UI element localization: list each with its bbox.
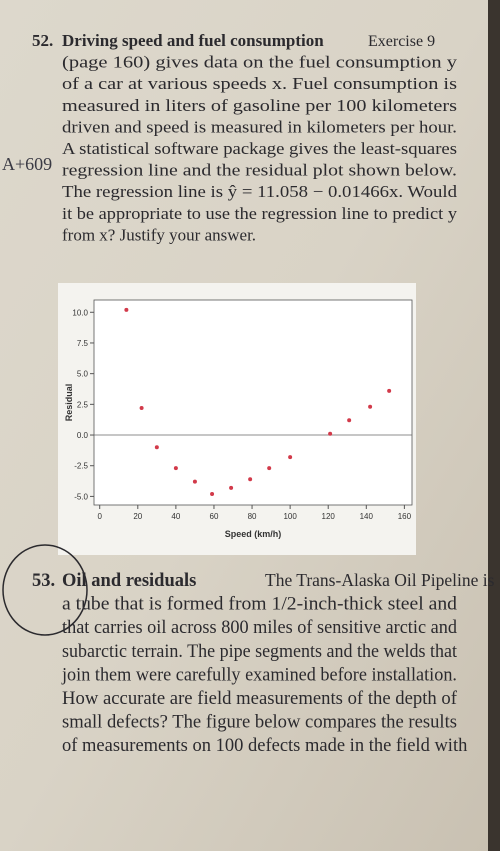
data-point [288,455,293,460]
problem-line: (page 160) gives data on the fuel consum… [62,53,458,72]
problem-number: 53. [32,571,55,591]
data-point [387,388,392,393]
problem-line: subarctic terrain. The pipe segments and… [62,642,458,662]
data-point [248,477,253,482]
problem-line: small defects? The figure below compares… [62,713,457,733]
problem-line: of a car at various speeds x. Fuel consu… [62,74,457,93]
problem-line: How accurate are field measurements of t… [62,689,458,709]
x-tick-label: 80 [248,512,257,521]
y-tick-label: 5.0 [77,370,89,379]
x-tick-label: 140 [360,512,374,521]
x-tick-label: 20 [133,512,142,521]
problem-line: A statistical software package gives the… [62,139,457,158]
problem-line: from x? Justify your answer. [62,225,256,244]
data-point [154,445,159,450]
y-tick-label: -5.0 [74,492,88,501]
problem-lead: Exercise 9 [368,33,435,50]
x-tick-label: 160 [398,512,412,521]
x-tick-label: 60 [210,512,219,521]
y-tick-label: 7.5 [77,339,89,348]
problem-line: The regression line is ŷ = 11.058 − 0.01… [62,182,458,201]
problem-number: 52. [32,31,53,50]
data-point [267,466,272,471]
x-tick-label: 120 [322,512,336,521]
data-point [173,466,178,471]
data-point [210,491,215,496]
y-tick-label: -2.5 [74,462,88,471]
problem-line: it be appropriate to use the regression … [62,204,458,223]
problem-line: join them were carefully examined before… [61,665,457,685]
data-point [192,479,197,484]
y-axis-label: Residual [64,384,74,422]
problem-title: Driving speed and fuel consumption [62,31,324,50]
problem-line: a tube that is formed from 1/2-inch-thic… [62,595,458,615]
problem-line: measured in liters of gasoline per 100 k… [62,96,457,115]
x-tick-label: 100 [283,512,297,521]
margin-note: A+609 [2,154,52,174]
problem-line: regression line and the residual plot sh… [62,161,457,180]
plot-frame [93,299,413,506]
problem-line: that carries oil across 800 miles of sen… [62,618,458,638]
y-tick-label: 2.5 [77,400,89,409]
problem-line: of measurements on 100 defects made in t… [62,736,467,756]
x-tick-label: 0 [97,512,102,521]
data-point [328,431,333,436]
data-point [368,404,373,409]
y-tick-label: 0.0 [77,431,89,440]
data-point [229,485,234,490]
x-tick-label: 40 [171,512,180,521]
data-point [139,406,144,411]
page-edge [488,0,500,851]
problem-line: driven and speed is measured in kilomete… [62,117,457,136]
data-point [124,307,129,312]
x-axis-label: Speed (km/h) [225,529,282,539]
data-point [347,418,352,423]
handwritten-circle [2,544,88,636]
problem-title: Oil and residuals [62,571,196,591]
y-tick-label: 10.0 [72,308,88,317]
problem-lead: The Trans-Alaska Oil Pipeline is [265,570,495,590]
